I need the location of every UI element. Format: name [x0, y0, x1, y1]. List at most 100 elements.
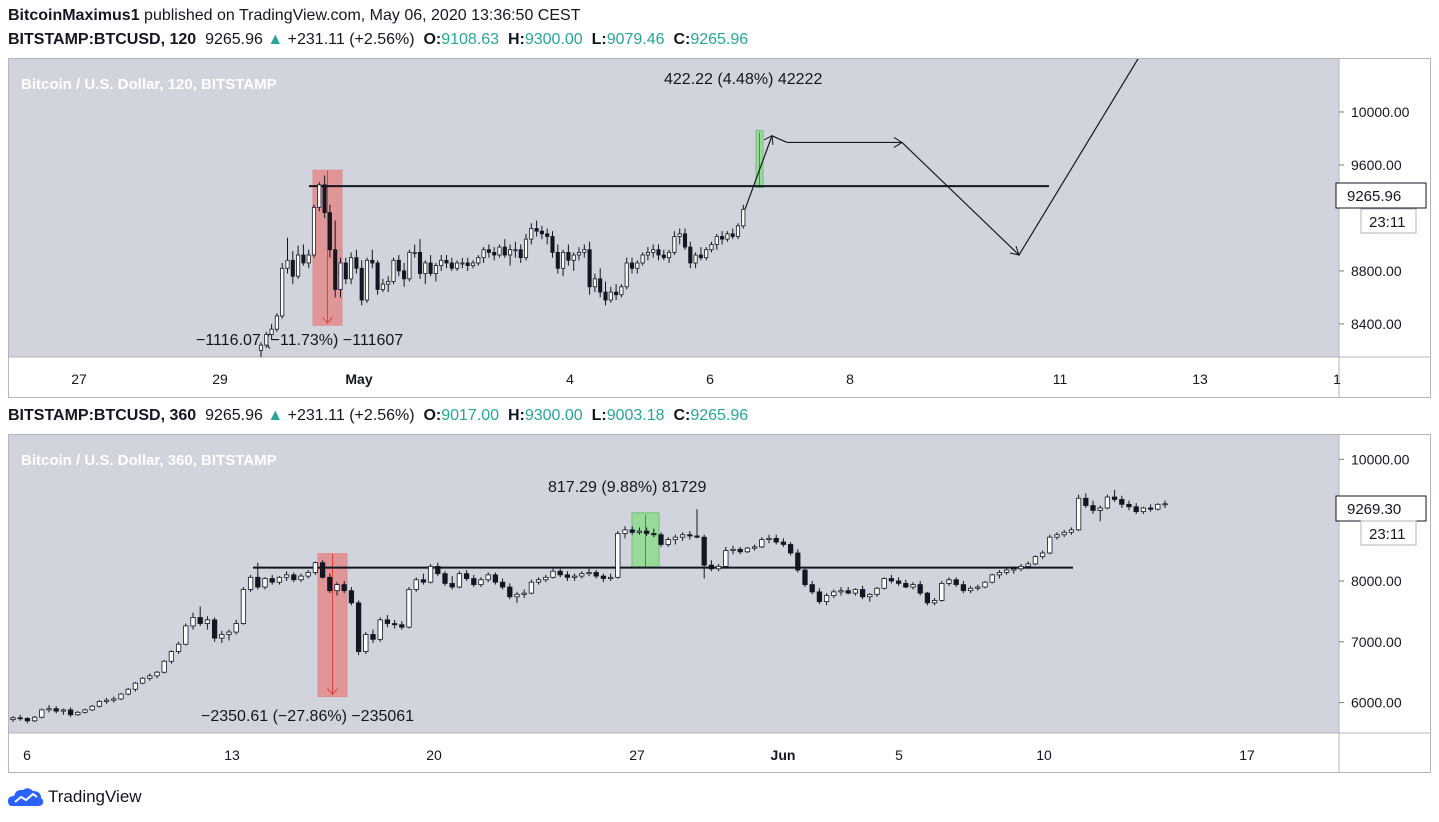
candle-body	[787, 544, 794, 554]
candle-body	[845, 590, 851, 594]
candle-body	[651, 533, 657, 536]
candle-body	[399, 624, 405, 628]
x-tick-label: 29	[212, 371, 228, 387]
candle-body	[523, 238, 529, 259]
measure-down-label: −2350.61 (−27.86%) −235061	[201, 708, 414, 725]
candle-body	[629, 262, 635, 269]
candle-body	[622, 529, 628, 534]
candle-body	[82, 709, 88, 713]
price-tag-box	[1335, 182, 1427, 209]
candle-body	[53, 708, 59, 712]
bottom-change: +231.11 (+2.56%)	[287, 407, 415, 424]
candle-body	[175, 643, 182, 652]
candle-body	[240, 589, 247, 624]
candle-body	[665, 539, 671, 545]
candle-body	[211, 619, 218, 639]
price-tag-box	[1335, 495, 1427, 522]
candle-body	[1003, 569, 1010, 573]
candle-body	[262, 578, 268, 588]
candle-body	[439, 259, 444, 267]
candle-body	[1162, 503, 1168, 506]
x-tick-label: 1	[1333, 371, 1341, 387]
candle-body	[693, 254, 698, 264]
top-high-label: H:	[507, 31, 525, 48]
candle-body	[60, 709, 67, 712]
bottom-chart-svg[interactable]: Bitcoin / U.S. Dollar, 360, BITSTAMP 1000…	[9, 435, 1430, 773]
measure-down-arrowhead	[327, 688, 338, 696]
y-tick-label: 10000.00	[1351, 451, 1410, 467]
candle-body	[564, 574, 571, 578]
candle-body	[1140, 507, 1147, 513]
y-tick-label: 8400.00	[1351, 316, 1402, 332]
author-name[interactable]: BitcoinMaximus1	[8, 7, 140, 24]
candle-body	[492, 574, 499, 583]
x-tick-label: 11	[1053, 371, 1068, 387]
candle-body	[486, 249, 491, 253]
candle-body	[364, 259, 370, 301]
candle-body	[550, 236, 555, 253]
candle-body	[859, 589, 866, 598]
candle-body	[1147, 507, 1154, 510]
candle-body	[255, 576, 261, 588]
candle-body	[444, 259, 449, 264]
candle-body	[333, 249, 338, 290]
tradingview-branding[interactable]: TradingView	[8, 786, 142, 808]
candle-body	[1054, 534, 1060, 538]
candle-body	[730, 233, 735, 237]
candle-body	[96, 700, 103, 707]
candle-body	[413, 579, 419, 590]
bottom-chart-panel[interactable]: Bitcoin / U.S. Dollar, 360, BITSTAMP 1000…	[8, 434, 1431, 773]
top-chart-svg[interactable]: Bitcoin / U.S. Dollar, 120, BITSTAMP 1000…	[9, 32, 1430, 397]
publish-info: published on TradingView.com, May 06, 20…	[144, 7, 581, 24]
candle-body	[508, 249, 513, 256]
measure-up-label: 422.22 (4.48%) 42222	[664, 71, 822, 88]
candle-body	[607, 576, 614, 579]
candle-body	[311, 206, 317, 256]
top-close-label: C:	[673, 31, 691, 48]
candle-body	[463, 573, 470, 579]
candle-body	[435, 565, 441, 575]
projection-arrowhead	[893, 137, 903, 148]
candle-body	[298, 575, 304, 581]
top-change: +231.11 (+2.56%)	[287, 31, 415, 48]
x-tick-label: May	[345, 371, 372, 387]
candle-body	[492, 251, 497, 256]
candle-body	[910, 584, 916, 588]
candle-body	[497, 246, 502, 256]
candle-body	[341, 584, 347, 592]
candle-body	[759, 539, 765, 548]
candle-body	[233, 623, 239, 633]
candle-body	[507, 586, 513, 598]
countdown-box	[1360, 520, 1417, 546]
top-close: 9265.96	[690, 31, 749, 48]
candle-body	[1039, 552, 1046, 558]
candle-body	[737, 548, 743, 553]
candle-body	[924, 592, 931, 604]
candle-body	[643, 530, 650, 534]
x-tick-label: 5	[895, 747, 903, 763]
candle-body	[290, 259, 295, 277]
candle-body	[1104, 496, 1111, 509]
candle-body	[917, 584, 923, 594]
candle-body	[698, 254, 703, 259]
candle-body	[502, 246, 507, 256]
bottom-high-label: H:	[507, 407, 525, 424]
candle-body	[449, 262, 454, 269]
candle-body	[715, 565, 722, 570]
candle-body	[903, 582, 909, 588]
candle-body	[895, 580, 902, 584]
candle-body	[1018, 565, 1024, 570]
candle-body	[384, 619, 391, 624]
candle-body	[725, 233, 730, 240]
candle-body	[529, 228, 534, 240]
candle-body	[456, 573, 463, 588]
up-arrow-icon: ▲	[267, 31, 284, 48]
candle-body	[1097, 507, 1103, 511]
countdown-box	[1360, 208, 1417, 234]
candle-body	[571, 575, 578, 578]
candle-body	[624, 262, 629, 288]
candle-body	[735, 225, 741, 237]
candle-body	[428, 262, 433, 274]
top-chart-panel[interactable]: Bitcoin / U.S. Dollar, 120, BITSTAMP 1000…	[8, 32, 1431, 398]
candle-body	[406, 589, 412, 628]
